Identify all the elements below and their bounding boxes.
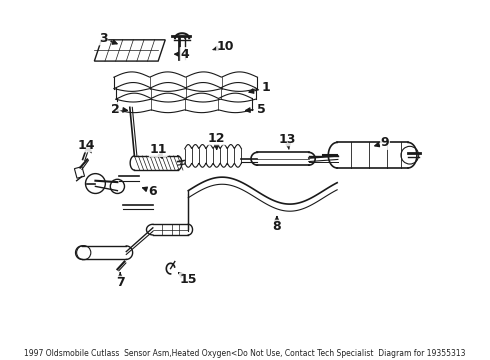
Text: 8: 8 — [272, 216, 281, 233]
Bar — [74, 167, 85, 178]
Text: 11: 11 — [149, 143, 167, 158]
Text: 13: 13 — [279, 133, 296, 149]
Text: 2: 2 — [111, 103, 127, 116]
Text: 15: 15 — [178, 273, 197, 287]
Text: 4: 4 — [175, 48, 189, 61]
Text: 12: 12 — [208, 132, 225, 149]
Text: 5: 5 — [245, 103, 265, 116]
Text: 1997 Oldsmobile Cutlass  Sensor Asm,Heated Oxygen<Do Not Use, Contact Tech Speci: 1997 Oldsmobile Cutlass Sensor Asm,Heate… — [24, 349, 466, 358]
Text: 7: 7 — [116, 273, 124, 289]
Text: 9: 9 — [375, 136, 390, 149]
Text: 3: 3 — [99, 32, 117, 45]
Text: 10: 10 — [213, 40, 234, 53]
Text: 14: 14 — [77, 139, 95, 153]
Text: 6: 6 — [143, 185, 157, 198]
Text: 1: 1 — [249, 81, 270, 94]
